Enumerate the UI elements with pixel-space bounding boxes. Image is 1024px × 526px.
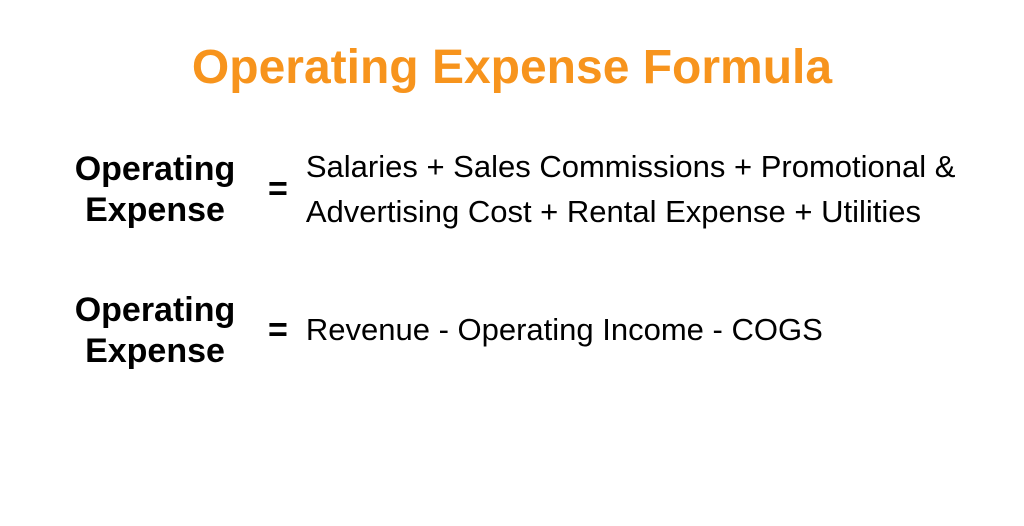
lhs-line2: Expense [85,191,225,229]
equals-sign-1: = [268,170,288,209]
formula-rhs-2: Revenue - Operating Income - COGS [306,308,984,353]
formula-row-2: Operating Expense = Revenue - Operating … [40,290,984,372]
formula-row-1: Operating Expense = Salaries + Sales Com… [40,145,984,235]
formula-lhs-2: Operating Expense [60,290,250,372]
equals-sign-2: = [268,311,288,350]
formula-rhs-1: Salaries + Sales Commissions + Promotion… [306,145,984,235]
formula-lhs-1: Operating Expense [60,149,250,231]
lhs-line1: Operating [75,150,236,188]
lhs-line2: Expense [85,332,225,370]
page-title: Operating Expense Formula [40,40,984,95]
lhs-line1: Operating [75,291,236,329]
